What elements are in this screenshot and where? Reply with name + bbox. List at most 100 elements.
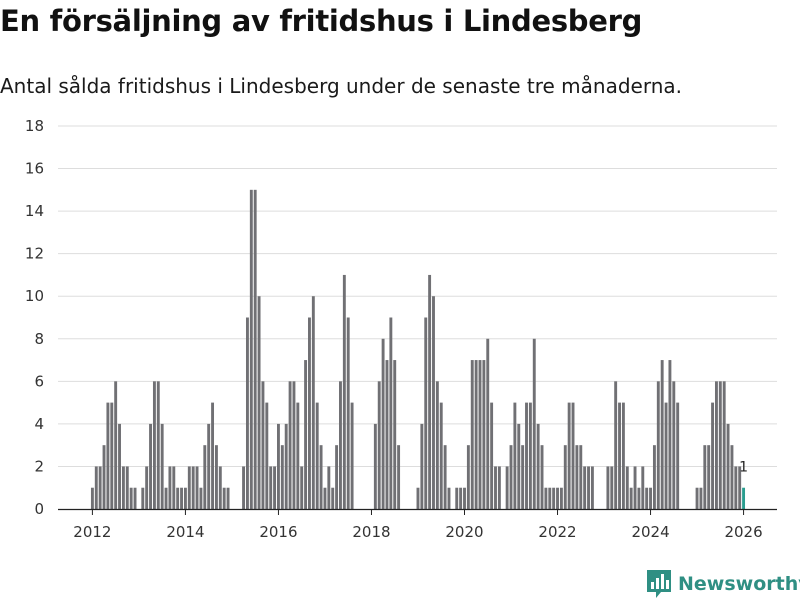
bar (528, 402, 532, 509)
bar (509, 445, 513, 509)
bar (567, 402, 571, 509)
bar (308, 317, 311, 509)
bar (490, 402, 494, 509)
bar (315, 402, 319, 509)
newsworthy-brand[interactable]: Newsworthy (646, 569, 800, 599)
bar (261, 381, 265, 509)
bar (245, 317, 249, 509)
bar (377, 381, 381, 509)
bar (656, 381, 660, 509)
bar (152, 381, 156, 509)
bar (699, 487, 703, 509)
y-axis-ticks: 0 2 4 6 8 10 12 14 16 18 (25, 117, 44, 518)
bar (277, 423, 280, 509)
bar (350, 402, 354, 509)
bar (629, 487, 633, 509)
x-tick-label: 2014 (166, 523, 204, 541)
bar (649, 487, 652, 509)
bar (311, 296, 315, 509)
y-tick-label: 14 (25, 202, 44, 220)
bar (393, 360, 397, 509)
bar (265, 402, 269, 509)
y-tick-label: 16 (25, 160, 44, 178)
bar (183, 487, 187, 509)
bar (633, 466, 637, 509)
bar (621, 402, 625, 509)
bar (218, 466, 222, 509)
bar (470, 360, 474, 509)
bar (641, 466, 645, 509)
bar (133, 487, 137, 509)
bar (149, 423, 152, 509)
bar (226, 487, 230, 509)
bar (145, 466, 149, 509)
bar (738, 466, 742, 509)
bar (432, 296, 435, 509)
bar (614, 381, 618, 509)
bar (540, 445, 544, 509)
bar (676, 402, 680, 509)
bar (505, 466, 509, 509)
y-tick-label: 8 (34, 330, 44, 348)
bar (672, 381, 676, 509)
bar (342, 274, 346, 509)
bar (466, 445, 470, 509)
bar (618, 402, 621, 509)
bar (625, 466, 629, 509)
bar (556, 487, 559, 509)
bar (583, 466, 587, 509)
bar (222, 487, 226, 509)
chart-subtitle: Antal sålda fritidshus i Lindesberg unde… (0, 74, 682, 98)
bar (575, 445, 579, 509)
bar (478, 360, 482, 509)
bar (532, 338, 536, 509)
bar (645, 487, 649, 509)
bar (548, 487, 552, 509)
bar (187, 466, 191, 509)
bar (94, 466, 98, 509)
bar (730, 445, 734, 509)
x-tick-label: 2012 (73, 523, 111, 541)
bar (563, 445, 567, 509)
bar (156, 381, 160, 509)
bar (214, 445, 218, 509)
bar (652, 445, 656, 509)
bar (118, 423, 121, 509)
x-tick-label: 2016 (259, 523, 297, 541)
bar (606, 466, 610, 509)
bar (346, 317, 350, 509)
bar (637, 487, 641, 509)
y-tick-label: 10 (25, 287, 44, 305)
bar (486, 338, 490, 509)
bar (300, 466, 304, 509)
bar (726, 423, 730, 509)
bar (249, 189, 253, 509)
bar (292, 381, 296, 509)
bar (327, 466, 331, 509)
bar (734, 466, 738, 509)
bar (668, 360, 672, 509)
bar (114, 381, 118, 509)
bar (195, 466, 199, 509)
bar (711, 402, 715, 509)
bar (284, 423, 288, 509)
bar (517, 423, 521, 509)
bar (420, 423, 424, 509)
bar (90, 487, 94, 509)
x-tick-label: 2026 (724, 523, 762, 541)
bar (525, 402, 528, 509)
bar (722, 381, 726, 509)
bar (257, 296, 261, 509)
bar (695, 487, 699, 509)
bar (176, 487, 180, 509)
bar (280, 445, 284, 509)
bar (304, 360, 308, 509)
grid-lines (58, 125, 777, 467)
bar (424, 317, 428, 509)
y-tick-label: 2 (34, 457, 44, 475)
data-labels: 1 (739, 460, 748, 476)
bar (110, 402, 114, 509)
bar (106, 402, 110, 509)
bar (536, 423, 540, 509)
